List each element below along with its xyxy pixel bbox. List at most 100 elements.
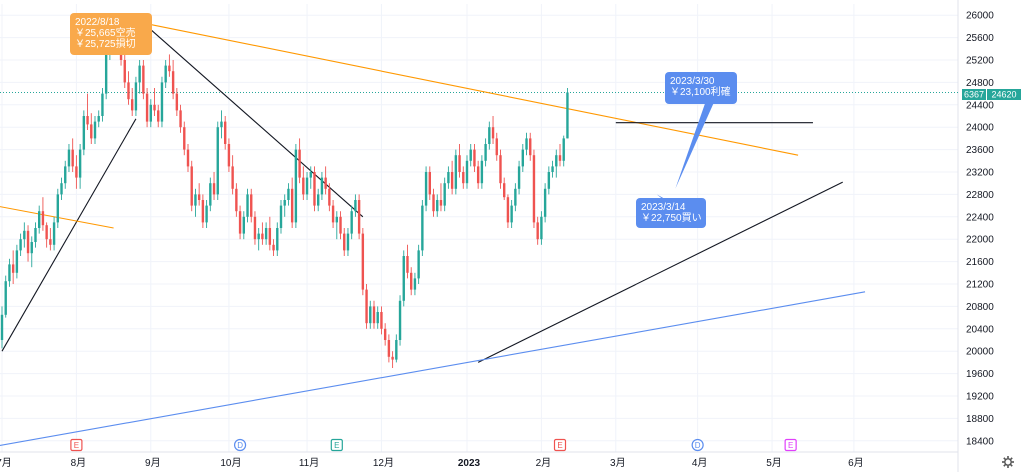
time-tick-label: 6月 bbox=[848, 457, 864, 469]
price-tick-label: 24800 bbox=[966, 78, 994, 89]
trendline[interactable] bbox=[1, 118, 137, 352]
price-tick-label: 21600 bbox=[966, 257, 994, 268]
candle-body bbox=[11, 264, 15, 273]
candle bbox=[250, 188, 253, 223]
candle bbox=[517, 160, 521, 195]
candle-body bbox=[447, 172, 450, 184]
candle-body bbox=[450, 172, 454, 189]
annotation-pointer bbox=[675, 88, 721, 189]
event-marker[interactable]: E bbox=[70, 438, 83, 452]
candle-body bbox=[290, 188, 294, 223]
candle-body bbox=[153, 104, 156, 111]
candle-body bbox=[294, 149, 298, 223]
annotation-text: ￥23,100利確 bbox=[670, 85, 731, 98]
candle bbox=[235, 183, 238, 217]
candle bbox=[220, 110, 223, 139]
annotation-callout[interactable]: 2023/3/30￥23,100利確 bbox=[665, 72, 737, 189]
price-axis[interactable]: 18400 18800 19200 19600 20000 20400 20800 21200… bbox=[966, 11, 994, 448]
candle bbox=[503, 177, 506, 200]
candle-body bbox=[547, 172, 551, 189]
candle-body bbox=[480, 160, 484, 184]
candle-body bbox=[514, 188, 517, 206]
event-marker[interactable]: E bbox=[553, 438, 567, 452]
candle-body bbox=[476, 166, 480, 184]
candle bbox=[19, 233, 22, 256]
candle bbox=[227, 138, 231, 172]
candle-body bbox=[71, 149, 74, 167]
candle bbox=[555, 149, 558, 178]
candle bbox=[410, 267, 413, 296]
candle bbox=[417, 244, 420, 284]
trendline[interactable] bbox=[0, 291, 866, 447]
candle-body bbox=[123, 60, 126, 83]
candle-body bbox=[439, 200, 443, 206]
trendline[interactable] bbox=[477, 181, 843, 363]
candle bbox=[104, 48, 108, 100]
time-axis[interactable]: 7月 8月 9月 10月 11月 12月 2023 2月 3月 4月 5月 6月 bbox=[0, 457, 864, 469]
candle bbox=[454, 149, 458, 195]
annotation-box bbox=[70, 13, 152, 55]
candle-body bbox=[361, 233, 365, 290]
candle bbox=[153, 88, 156, 116]
time-tick-label: 8月 bbox=[71, 457, 87, 469]
annotation-callout[interactable]: 2023/3/14￥22,750買い bbox=[636, 194, 706, 228]
candle bbox=[398, 295, 402, 346]
annotation-callout[interactable]: 2022/8/18￥25,665空売￥25,725損切 bbox=[70, 13, 152, 55]
price-tick-label: 25200 bbox=[966, 56, 994, 67]
event-marker[interactable]: E bbox=[784, 438, 797, 452]
trendline[interactable] bbox=[142, 22, 364, 218]
candle bbox=[253, 211, 257, 245]
candle bbox=[540, 211, 543, 245]
candle-body bbox=[38, 211, 41, 228]
trendlines[interactable] bbox=[0, 22, 866, 447]
candle-body bbox=[543, 188, 547, 217]
candle-body bbox=[190, 166, 193, 206]
dividend-icon bbox=[233, 438, 247, 452]
price-tick-label: 24000 bbox=[966, 123, 994, 134]
candle bbox=[391, 351, 394, 368]
candle-body bbox=[469, 149, 472, 161]
event-marker[interactable]: D bbox=[233, 438, 247, 452]
candle bbox=[372, 300, 376, 329]
candle bbox=[283, 194, 286, 217]
candle bbox=[272, 239, 275, 256]
candle-body bbox=[224, 121, 227, 144]
time-tick-label: 4月 bbox=[692, 457, 708, 469]
candle bbox=[201, 194, 205, 228]
candle-body bbox=[250, 194, 253, 217]
candle bbox=[447, 166, 450, 189]
candle-body bbox=[499, 155, 502, 184]
candle bbox=[56, 188, 59, 228]
trendline[interactable] bbox=[143, 22, 799, 156]
candle-body bbox=[220, 121, 223, 128]
price-tick-label: 23200 bbox=[966, 168, 994, 179]
event-marker[interactable]: D bbox=[691, 438, 704, 452]
settings-gear-icon[interactable] bbox=[1002, 456, 1014, 468]
annotations[interactable]: 2022/8/18￥25,665空売￥25,725損切 2023/3/30￥23,… bbox=[70, 13, 737, 228]
candle bbox=[465, 155, 469, 189]
candle-body bbox=[398, 300, 402, 340]
candle bbox=[287, 183, 290, 206]
candle-body bbox=[257, 233, 260, 240]
candle-body bbox=[529, 138, 532, 156]
candle bbox=[194, 188, 197, 217]
candle-body bbox=[510, 205, 513, 223]
candle-body bbox=[30, 242, 33, 254]
event-label: E bbox=[557, 441, 562, 450]
candle-body bbox=[67, 149, 71, 167]
time-tick-label: 9月 bbox=[145, 457, 161, 469]
candle-body bbox=[421, 205, 424, 251]
price-tick-label: 22800 bbox=[966, 190, 994, 201]
candle bbox=[324, 166, 327, 195]
candle bbox=[350, 205, 353, 240]
candle-body bbox=[231, 166, 234, 189]
candle bbox=[242, 211, 245, 240]
candle bbox=[4, 275, 7, 318]
candle bbox=[491, 116, 495, 144]
candle bbox=[164, 60, 167, 88]
candle bbox=[127, 71, 130, 105]
event-marker[interactable]: E bbox=[330, 438, 343, 452]
candle bbox=[343, 228, 346, 256]
